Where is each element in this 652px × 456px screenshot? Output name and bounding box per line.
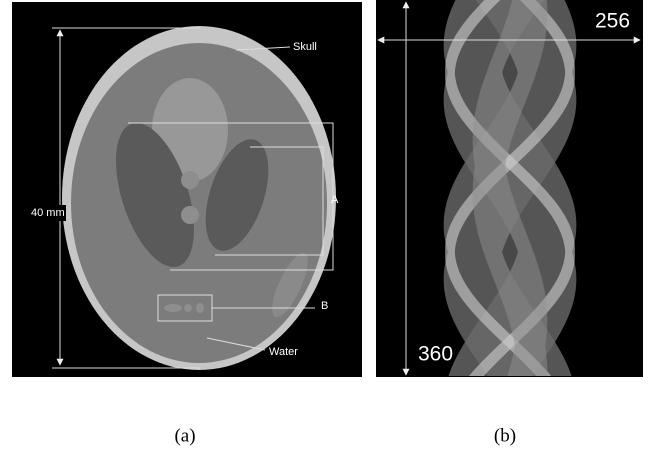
b-label: B	[321, 300, 328, 312]
tiny-ellipse	[164, 304, 182, 312]
water-label: Water	[269, 346, 298, 358]
caption-b: (b)	[494, 425, 516, 446]
caption-a: (a)	[174, 425, 195, 446]
size-label: 40 mm	[31, 207, 65, 219]
page: 40 mm Skull A B Water 256 360 (a) (b) ((…	[0, 0, 652, 456]
height-label: 360	[418, 343, 453, 366]
panel-a: 40 mm Skull A B Water	[12, 2, 362, 377]
tiny-ellipse	[196, 303, 204, 313]
small-circle	[181, 206, 199, 224]
figure: 40 mm Skull A B Water 256 360 (a) (b)	[0, 0, 652, 456]
skull-label: Skull	[293, 41, 317, 53]
tiny-ellipse	[184, 304, 192, 312]
width-label: 256	[595, 10, 630, 33]
panel-b	[376, 0, 643, 377]
small-circle	[181, 171, 199, 189]
a-label: A	[331, 194, 339, 206]
